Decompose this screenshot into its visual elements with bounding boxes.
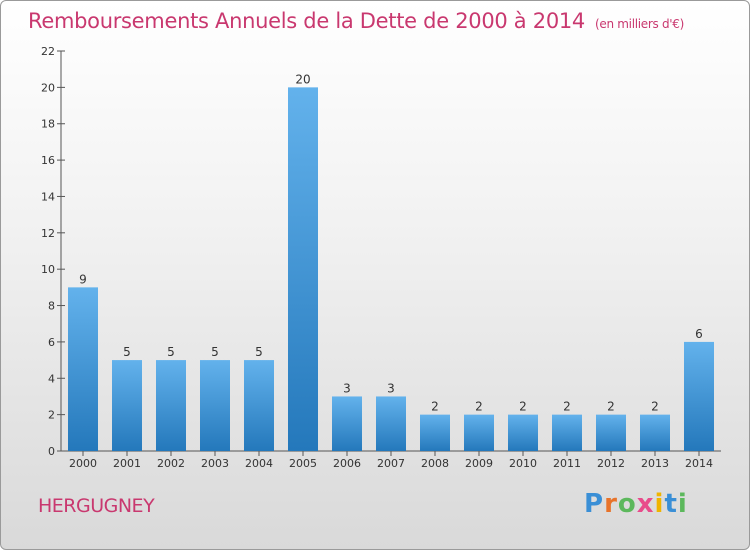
y-tick-label: 20 xyxy=(41,81,55,94)
logo-letter: i xyxy=(677,489,688,519)
x-tick-label-2004: 2004 xyxy=(245,457,273,470)
data-label-2003: 5 xyxy=(211,345,219,359)
x-tick-label-2012: 2012 xyxy=(597,457,625,470)
x-tick-label-2013: 2013 xyxy=(641,457,669,470)
data-label-2011: 2 xyxy=(563,400,571,414)
place-name: HERGUGNEY xyxy=(38,495,155,517)
bar-2005 xyxy=(288,87,318,451)
x-tick-label-2010: 2010 xyxy=(509,457,537,470)
logo-letter: x xyxy=(636,489,655,519)
bar-2013 xyxy=(640,414,670,451)
y-tick-label: 12 xyxy=(41,227,55,240)
x-tick-label-2003: 2003 xyxy=(201,457,229,470)
x-tick-label-2008: 2008 xyxy=(421,457,449,470)
bar-2004 xyxy=(244,360,274,451)
x-tick-label-2014: 2014 xyxy=(685,457,713,470)
y-tick-label: 6 xyxy=(48,336,55,349)
x-tick-label-2006: 2006 xyxy=(333,457,361,470)
x-tick-label-2005: 2005 xyxy=(289,457,317,470)
x-tick-label-2007: 2007 xyxy=(377,457,405,470)
y-tick-label: 16 xyxy=(41,154,55,167)
logo-letter: t xyxy=(664,489,678,519)
bar-2006 xyxy=(332,396,362,451)
bar-2008 xyxy=(420,414,450,451)
chart-title: Remboursements Annuels de la Dette de 20… xyxy=(28,9,684,33)
data-label-2000: 9 xyxy=(79,272,87,286)
data-label-2001: 5 xyxy=(123,345,131,359)
data-label-2013: 2 xyxy=(651,400,659,414)
logo-letter: r xyxy=(604,489,618,519)
chart-unit: (en milliers d'€) xyxy=(595,17,685,31)
y-tick-label: 10 xyxy=(41,263,55,276)
bar-2011 xyxy=(552,414,582,451)
y-tick-label: 18 xyxy=(41,118,55,131)
x-tick-label-2002: 2002 xyxy=(157,457,185,470)
y-tick-label: 8 xyxy=(48,300,55,313)
bar-2003 xyxy=(200,360,230,451)
bar-2000 xyxy=(68,287,98,451)
bar-2002 xyxy=(156,360,186,451)
data-label-2006: 3 xyxy=(343,381,351,395)
x-tick-label-2000: 2000 xyxy=(69,457,97,470)
data-label-2010: 2 xyxy=(519,400,527,414)
data-label-2014: 6 xyxy=(695,327,703,341)
data-label-2009: 2 xyxy=(475,400,483,414)
bar-2001 xyxy=(112,360,142,451)
data-label-2007: 3 xyxy=(387,381,395,395)
y-tick-label: 14 xyxy=(41,190,55,203)
data-label-2005: 20 xyxy=(295,72,310,86)
logo-letter: P xyxy=(584,489,605,519)
data-label-2004: 5 xyxy=(255,345,263,359)
y-tick-label: 22 xyxy=(41,45,55,58)
data-label-2008: 2 xyxy=(431,400,439,414)
logo-letter: i xyxy=(654,489,665,519)
bar-2010 xyxy=(508,414,538,451)
logo-letter: o xyxy=(617,489,637,519)
bar-2009 xyxy=(464,414,494,451)
x-tick-label-2011: 2011 xyxy=(553,457,581,470)
bar-2007 xyxy=(376,396,406,451)
data-label-2012: 2 xyxy=(607,400,615,414)
y-tick-label: 4 xyxy=(48,372,55,385)
y-tick-label: 0 xyxy=(48,445,55,458)
bar-2012 xyxy=(596,414,626,451)
data-label-2002: 5 xyxy=(167,345,175,359)
x-tick-label-2009: 2009 xyxy=(465,457,493,470)
proxiti-logo: Proxiti xyxy=(584,489,688,519)
chart-title-text: Remboursements Annuels de la Dette de 20… xyxy=(28,9,585,33)
bar-2014 xyxy=(684,341,714,451)
y-tick-label: 2 xyxy=(48,409,55,422)
x-tick-label-2001: 2001 xyxy=(113,457,141,470)
